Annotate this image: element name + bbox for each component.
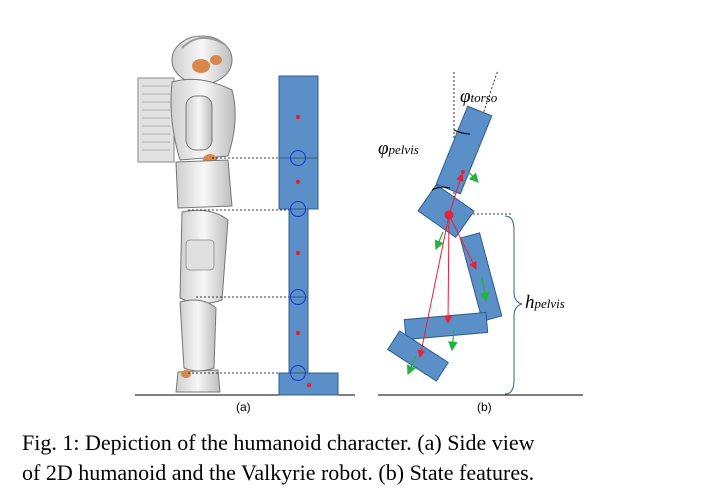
torso-segment-b (435, 105, 493, 195)
thigh-com-dot (295, 250, 301, 256)
figure-caption: Fig. 1: Depiction of the humanoid charac… (22, 428, 712, 488)
shin-com-dot (295, 330, 301, 336)
pelvis-com-dot (295, 179, 301, 185)
humanoid-2d-state-features (386, 69, 523, 395)
phi-pelvis-label: φpelvis (378, 138, 419, 159)
pelvis-segment-b (417, 184, 475, 238)
humanoid-2d-side-view (278, 75, 339, 396)
torso-com-dot-b (461, 170, 465, 174)
pelvis-com-dot-b (444, 210, 454, 220)
thigh-segment-b (459, 232, 503, 322)
waist-joint (290, 150, 306, 166)
figure-illustration (135, 35, 583, 396)
phi-torso-label: φtorso (460, 86, 498, 107)
valkyrie-robot-illustration (137, 35, 236, 393)
knee-joint (290, 289, 306, 305)
caption-line-2: of 2D humanoid and the Valkyrie robot. (… (22, 460, 535, 485)
panel-a-label: (a) (236, 400, 251, 414)
phi-torso-arc (453, 129, 471, 135)
torso-com-dot (295, 114, 301, 120)
foot-com-dot (306, 382, 312, 388)
panel-b-label: (b) (477, 400, 492, 414)
hip-joint (290, 201, 306, 217)
ankle-joint (290, 365, 306, 381)
shin-segment-b (403, 311, 489, 341)
h-pelvis-label: hpelvis (525, 292, 565, 313)
phi-pelvis-arc (431, 186, 451, 191)
correspondence-lines (188, 157, 298, 374)
caption-line-1: Fig. 1: Depiction of the humanoid charac… (22, 430, 535, 455)
h-pelvis-brace (504, 215, 523, 395)
